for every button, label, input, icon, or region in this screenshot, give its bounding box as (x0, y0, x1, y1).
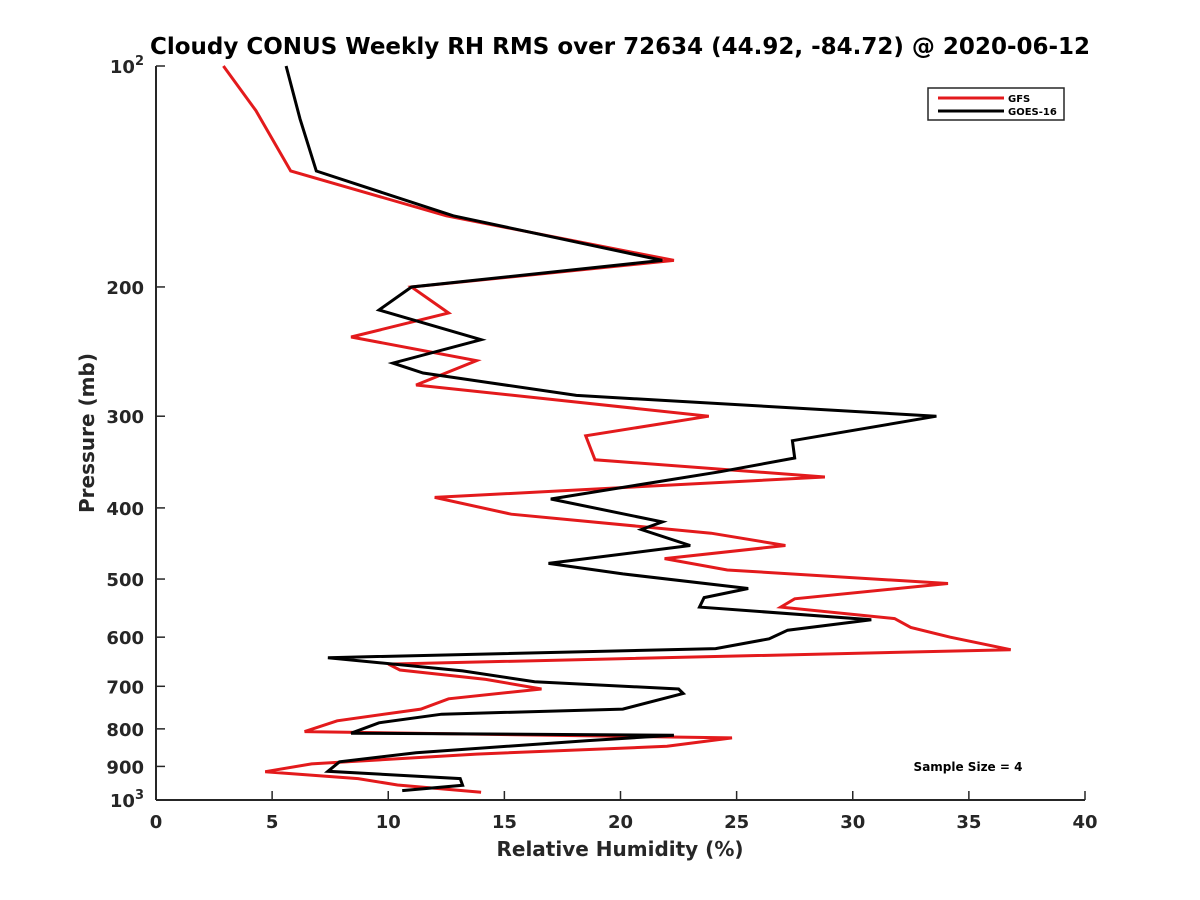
y-axis-ticks: 102 200 300 400 500 600 700 800 900 103 (106, 54, 165, 812)
x-axis-label: Relative Humidity (%) (496, 837, 743, 861)
x-axis-ticks: 0 5 10 15 20 25 30 35 40 (150, 791, 1098, 833)
legend-label-1: GOES-16 (1008, 107, 1057, 118)
x-tick-label: 10 (376, 812, 401, 833)
legend-label-0: GFS (1008, 94, 1030, 105)
series-line-0 (222, 65, 1012, 794)
y-axis-label: Pressure (mb) (75, 353, 99, 513)
y-tick-label: 700 (106, 677, 144, 698)
series-layer (222, 65, 1012, 794)
x-tick-label: 20 (608, 812, 633, 833)
x-tick-label: 0 (150, 812, 163, 833)
y-tick-label: 400 (106, 499, 144, 520)
y-tick-label: 102 (110, 54, 144, 78)
y-tick-label: 300 (106, 407, 144, 428)
x-tick-label: 30 (840, 812, 865, 833)
y-tick-label: 800 (106, 720, 144, 741)
legend: GFS GOES-16 (927, 87, 1065, 121)
y-tick-label: 600 (106, 628, 144, 649)
x-tick-label: 35 (956, 812, 981, 833)
y-tick-label: 200 (106, 278, 144, 299)
legend-items: GFS GOES-16 (938, 94, 1057, 118)
x-tick-label: 5 (266, 812, 279, 833)
y-tick-label: 900 (106, 757, 144, 778)
sample-size-annotation: Sample Size = 4 (914, 760, 1023, 774)
x-tick-label: 25 (724, 812, 749, 833)
x-tick-label: 15 (492, 812, 517, 833)
series-line-1 (284, 65, 937, 793)
legend-box (927, 87, 1065, 121)
plot-area (156, 66, 1085, 800)
x-tick-label: 40 (1072, 812, 1097, 833)
y-tick-label: 500 (106, 570, 144, 591)
chart-title: Cloudy CONUS Weekly RH RMS over 72634 (4… (150, 34, 1090, 60)
y-tick-label: 103 (110, 788, 144, 812)
